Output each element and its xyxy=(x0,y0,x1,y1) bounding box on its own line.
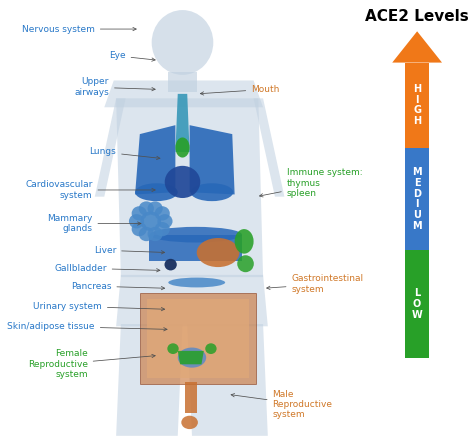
Ellipse shape xyxy=(149,227,242,242)
Circle shape xyxy=(140,211,161,231)
Circle shape xyxy=(129,214,144,228)
Ellipse shape xyxy=(178,348,206,367)
Circle shape xyxy=(132,206,147,220)
Polygon shape xyxy=(187,324,268,436)
Ellipse shape xyxy=(165,166,200,198)
Polygon shape xyxy=(135,125,175,194)
Polygon shape xyxy=(104,80,263,107)
Text: H
I
G
H: H I G H xyxy=(413,84,421,126)
Ellipse shape xyxy=(182,416,198,429)
Circle shape xyxy=(132,222,147,236)
Polygon shape xyxy=(254,98,284,197)
Circle shape xyxy=(155,222,170,236)
Ellipse shape xyxy=(152,10,213,75)
Circle shape xyxy=(147,201,163,215)
Text: ACE2 Levels: ACE2 Levels xyxy=(365,9,469,24)
Polygon shape xyxy=(149,235,242,261)
Text: Nervous system: Nervous system xyxy=(22,25,136,34)
Text: M
E
D
I
U
M: M E D I U M xyxy=(412,167,422,231)
Polygon shape xyxy=(185,382,197,413)
Polygon shape xyxy=(190,125,235,194)
Ellipse shape xyxy=(135,183,178,201)
Text: Cardiovascular
system: Cardiovascular system xyxy=(25,180,155,200)
Bar xyxy=(405,63,429,148)
Circle shape xyxy=(155,206,170,220)
Polygon shape xyxy=(178,351,204,364)
Text: Liver: Liver xyxy=(94,246,164,255)
Text: Eye: Eye xyxy=(109,51,155,61)
Text: L
O
W: L O W xyxy=(412,288,422,320)
Polygon shape xyxy=(147,299,249,378)
Circle shape xyxy=(139,201,154,215)
Text: Pancreas: Pancreas xyxy=(71,282,164,291)
Circle shape xyxy=(139,227,154,241)
Ellipse shape xyxy=(168,278,225,287)
Polygon shape xyxy=(116,324,182,436)
Text: Upper
airways: Upper airways xyxy=(74,77,155,97)
Text: Female
Reproductive
system: Female Reproductive system xyxy=(27,350,155,379)
Circle shape xyxy=(164,259,177,270)
Text: Mouth: Mouth xyxy=(201,85,280,95)
Polygon shape xyxy=(168,72,197,92)
Text: Male
Reproductive
system: Male Reproductive system xyxy=(231,390,333,419)
Ellipse shape xyxy=(235,229,254,253)
Ellipse shape xyxy=(191,183,233,201)
Polygon shape xyxy=(95,98,126,197)
Ellipse shape xyxy=(197,238,239,267)
Polygon shape xyxy=(116,275,268,326)
Circle shape xyxy=(205,343,217,354)
Bar xyxy=(405,148,429,250)
Circle shape xyxy=(167,343,179,354)
Ellipse shape xyxy=(175,138,190,158)
Polygon shape xyxy=(116,98,263,277)
Text: Skin/adipose tissue: Skin/adipose tissue xyxy=(7,322,167,331)
Text: Immune system:
thymus
spleen: Immune system: thymus spleen xyxy=(260,169,363,198)
Text: Gastrointestinal
system: Gastrointestinal system xyxy=(267,274,364,294)
Text: Gallbladder: Gallbladder xyxy=(54,264,160,273)
Polygon shape xyxy=(175,94,190,152)
Ellipse shape xyxy=(237,255,254,272)
Text: Mammary
glands: Mammary glands xyxy=(47,214,141,233)
Text: Lungs: Lungs xyxy=(90,148,160,160)
Polygon shape xyxy=(140,293,256,384)
Circle shape xyxy=(157,214,173,228)
Text: Urinary system: Urinary system xyxy=(33,302,164,311)
Polygon shape xyxy=(392,31,442,63)
Circle shape xyxy=(147,227,163,241)
Bar xyxy=(405,250,429,358)
